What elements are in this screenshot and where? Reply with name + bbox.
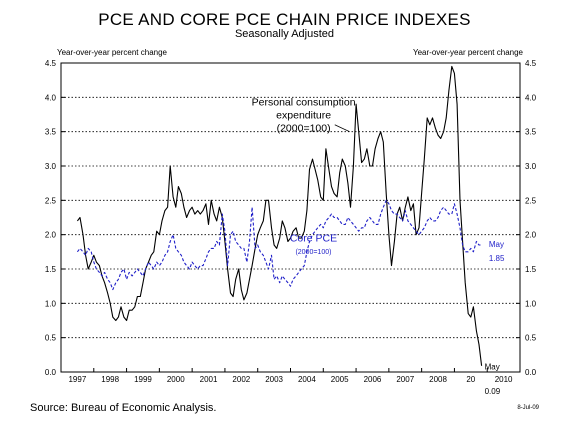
y-tick-label-right: 1.5 <box>525 265 537 274</box>
y-tick-label-left: 0.0 <box>45 368 57 377</box>
y-tick-label-left: 1.0 <box>45 299 57 308</box>
x-tick-label: 20 <box>466 375 475 384</box>
pce-annotation-line: expenditure <box>276 110 331 122</box>
x-tick-label: 2010 <box>495 375 513 384</box>
y-tick-label-left: 4.5 <box>45 59 57 68</box>
pce-annotation-line: Personal consumption <box>252 97 356 109</box>
x-tick-label: 2003 <box>265 375 283 384</box>
x-tick-label: 1999 <box>134 375 152 384</box>
x-tick-label: 2000 <box>167 375 185 384</box>
pce-line <box>76 65 483 366</box>
y-tick-label-right: 3.0 <box>525 162 537 171</box>
x-tick-label: 2001 <box>200 375 218 384</box>
y-tick-label-left: 3.0 <box>45 162 57 171</box>
core-end-label-month: May <box>489 240 504 249</box>
y-tick-label-right: 4.5 <box>525 59 537 68</box>
y-tick-label-left: 4.0 <box>45 93 57 102</box>
pce-end-value: 0.09 <box>485 387 501 396</box>
annotations: Personal consumptionexpenditure(2000=100… <box>252 97 505 396</box>
source-note: Source: Bureau of Economic Analysis. <box>30 402 217 414</box>
y-tick-label-right: 0.5 <box>525 334 537 343</box>
x-tick-label: 2006 <box>364 375 382 384</box>
x-tick-label: 2007 <box>396 375 414 384</box>
y-tick-label-right: 1.0 <box>525 299 537 308</box>
core-end-value: 1.85 <box>489 254 505 263</box>
chart-subtitle: Seasonally Adjusted <box>234 28 335 40</box>
pce-end-label-month: May <box>485 362 500 371</box>
x-tick-label: 1997 <box>68 375 86 384</box>
y-tick-label-right: 2.5 <box>525 196 537 205</box>
core-pce-line <box>76 199 482 291</box>
date-note: 8-Jul-09 <box>517 405 539 411</box>
y-tick-label-left: 2.0 <box>45 231 57 240</box>
x-tick-label: 2004 <box>298 375 316 384</box>
pce-annotation-line: (2000=100) <box>277 123 331 135</box>
series-layer <box>76 65 483 366</box>
y-tick-label-left: 3.5 <box>45 128 57 137</box>
x-tick-label: 2008 <box>429 375 447 384</box>
y-tick-label-right: 4.0 <box>525 93 537 102</box>
chart-title: PCE AND CORE PCE CHAIN PRICE INDEXES <box>98 10 471 29</box>
x-tick-label: 2005 <box>331 375 349 384</box>
x-tick-label: 2002 <box>232 375 250 384</box>
core-annotation-base: (2000=100) <box>295 249 331 256</box>
right-axis-label: Year-over-year percent change <box>413 48 523 57</box>
y-tick-label-right: 3.5 <box>525 128 537 137</box>
y-tick-label-right: 0.0 <box>525 368 537 377</box>
y-tick-label-left: 1.5 <box>45 265 57 274</box>
pce-annotation-pointer <box>334 124 350 133</box>
left-axis-label: Year-over-year percent change <box>57 48 167 57</box>
y-tick-label-right: 2.0 <box>525 231 537 240</box>
y-tick-label-left: 2.5 <box>45 196 57 205</box>
y-tick-label-left: 0.5 <box>45 334 57 343</box>
x-tick-label: 1998 <box>101 375 119 384</box>
axis-ticks: 0.0 0.0 0.5 0.5 1.0 1.0 1.5 1.5 2.0 2.0 2.5 2.5 3.0 3… <box>45 59 537 384</box>
core-annotation-title: Core PCE <box>290 233 337 245</box>
